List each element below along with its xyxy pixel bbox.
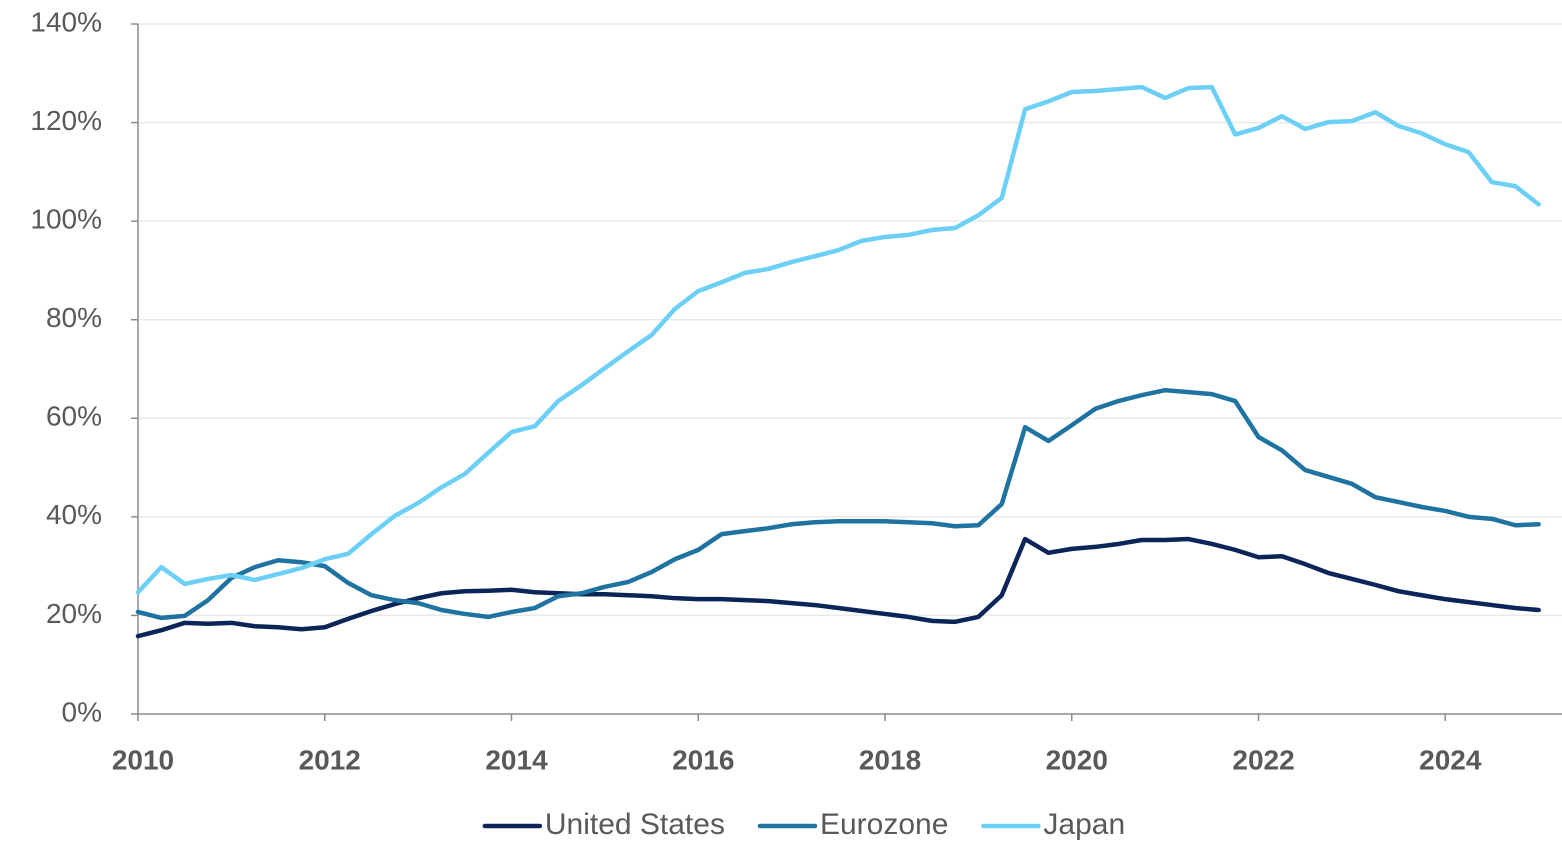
legend: United States Eurozone Japan — [482, 808, 1125, 841]
x-tick-label: 2012 — [299, 744, 361, 775]
y-tick-label: 20% — [46, 598, 102, 629]
y-tick-label: 60% — [46, 401, 102, 432]
x-tick-label: 2010 — [112, 744, 174, 775]
y-tick-label: 40% — [46, 499, 102, 530]
y-tick-label: 0% — [62, 696, 102, 727]
x-tick-label: 2018 — [859, 744, 921, 775]
y-tick-label: 120% — [30, 105, 102, 136]
x-tick-label: 2020 — [1046, 744, 1108, 775]
legend-label: United States — [545, 808, 725, 841]
line-series — [135, 84, 1541, 595]
x-tick-label: 2024 — [1419, 744, 1482, 775]
legend-label: Eurozone — [820, 808, 948, 841]
line-series — [135, 387, 1541, 621]
line-series — [135, 536, 1541, 639]
y-tick-label: 140% — [30, 6, 102, 37]
legend-label: Japan — [1043, 808, 1125, 841]
x-tick-label: 2014 — [485, 744, 548, 775]
y-tick-label: 80% — [46, 302, 102, 333]
x-tick-label: 2022 — [1232, 744, 1294, 775]
x-tick-label: 2016 — [672, 744, 734, 775]
y-tick-label: 100% — [30, 204, 102, 235]
